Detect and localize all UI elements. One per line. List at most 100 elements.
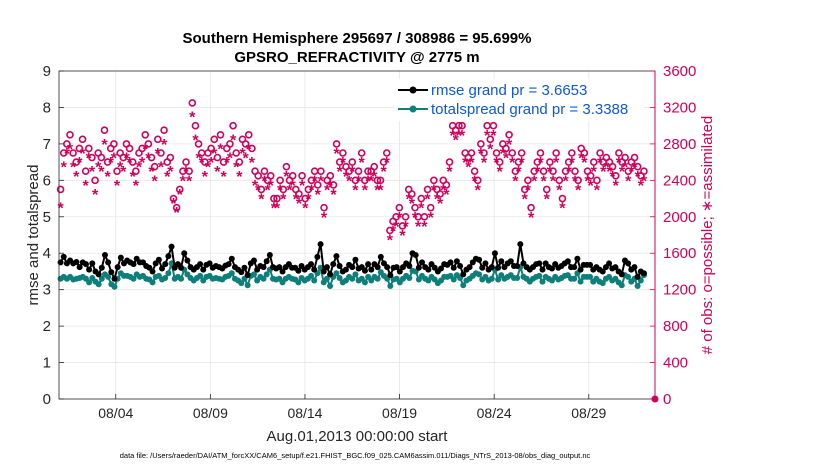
rmse-point bbox=[336, 262, 343, 269]
obs-possible-point bbox=[426, 203, 435, 212]
x-tick-label: 08/14 bbox=[287, 405, 322, 421]
obs-assimilated-point: * bbox=[594, 182, 601, 199]
obs-possible-point bbox=[502, 144, 510, 153]
obs-assimilated-point: * bbox=[525, 182, 532, 199]
rmse-point bbox=[311, 266, 318, 273]
obs-assimilated-point: * bbox=[274, 201, 281, 218]
obs-assimilated-point: * bbox=[177, 187, 184, 204]
obs-assimilated-point: * bbox=[346, 173, 353, 190]
obs-assimilated-point: * bbox=[531, 173, 538, 190]
obs-assimilated-point: * bbox=[428, 210, 435, 227]
obs-assimilated-point: * bbox=[575, 182, 582, 199]
obs-assimilated-point: * bbox=[145, 151, 152, 168]
obs-assimilated-point: * bbox=[374, 182, 381, 199]
obs-assimilated-point: * bbox=[597, 155, 604, 172]
obs-assimilated-point: * bbox=[446, 164, 453, 181]
obs-possible-point bbox=[621, 153, 629, 162]
obs-possible-point bbox=[157, 149, 165, 157]
rmse-point bbox=[308, 261, 315, 268]
obs-assimilated-point: * bbox=[603, 160, 610, 177]
obs-possible-point bbox=[72, 158, 81, 166]
obs-possible-point bbox=[232, 149, 241, 157]
obs-possible-point bbox=[207, 144, 215, 153]
obs-assimilated-point: * bbox=[490, 128, 497, 145]
rmse-point bbox=[108, 269, 115, 276]
totalspread-point bbox=[111, 283, 118, 290]
y-tick-label-left: 8 bbox=[43, 99, 51, 116]
obs-possible-point bbox=[166, 153, 175, 162]
rmse-point bbox=[514, 262, 521, 269]
obs-assimilated-point: * bbox=[528, 210, 535, 227]
obs-possible-point bbox=[442, 181, 451, 189]
obs-possible-point bbox=[339, 149, 347, 157]
rmse-point bbox=[149, 268, 156, 275]
obs-possible-point bbox=[97, 153, 106, 162]
obs-possible-point bbox=[564, 158, 573, 166]
rmse-point bbox=[330, 261, 337, 268]
obs-possible-point bbox=[549, 167, 557, 176]
obs-possible-point bbox=[379, 158, 388, 166]
rmse-point bbox=[574, 255, 581, 262]
rmse-point bbox=[327, 271, 334, 278]
obs-possible-point bbox=[103, 158, 112, 166]
y-tick-label-left: 5 bbox=[43, 209, 51, 226]
obs-possible-point bbox=[313, 181, 322, 189]
obs-assimilated-point: * bbox=[409, 196, 416, 213]
legend: rmse grand pr = 3.6653 totalspread grand… bbox=[394, 79, 644, 121]
obs-possible-point bbox=[524, 176, 532, 185]
obs-possible-point bbox=[100, 126, 109, 135]
rmse-point bbox=[266, 252, 273, 259]
rmse-point bbox=[263, 258, 270, 265]
totalspread-point bbox=[130, 275, 137, 282]
obs-assimilated-point: * bbox=[170, 196, 177, 213]
obs-assimilated-point: * bbox=[296, 196, 303, 213]
obs-possible-point bbox=[574, 176, 582, 185]
obs-assimilated-point: * bbox=[158, 160, 165, 177]
rmse-point bbox=[225, 261, 232, 268]
obs-assimilated-point: * bbox=[330, 187, 337, 204]
totalspread-point bbox=[263, 271, 270, 278]
obs-assimilated-point: * bbox=[377, 182, 384, 199]
obs-assimilated-point: * bbox=[221, 169, 228, 186]
obs-possible-point bbox=[317, 167, 325, 176]
rmse-point bbox=[238, 269, 245, 276]
obs-assimilated-point: * bbox=[305, 192, 312, 209]
obs-assimilated-point: * bbox=[79, 146, 86, 163]
obs-assimilated-point: * bbox=[534, 164, 541, 181]
rmse-point bbox=[460, 271, 467, 278]
obs-assimilated-point: * bbox=[101, 137, 108, 154]
obs-assimilated-point: * bbox=[638, 178, 645, 195]
obs-possible-point bbox=[125, 144, 134, 153]
obs-assimilated-point: * bbox=[202, 169, 209, 186]
obs-possible-point bbox=[586, 171, 595, 180]
obs-possible-point bbox=[295, 190, 303, 198]
obs-possible-point bbox=[172, 203, 181, 212]
obs-assimilated-point: * bbox=[92, 187, 99, 204]
obs-possible-point bbox=[411, 203, 419, 212]
obs-possible-point bbox=[376, 176, 385, 185]
rmse-point bbox=[76, 264, 83, 271]
rmse-point bbox=[406, 262, 413, 269]
rmse-point bbox=[114, 264, 121, 271]
obs-possible-point bbox=[611, 171, 620, 180]
totalspread-point bbox=[374, 275, 381, 282]
totalspread-point bbox=[295, 279, 302, 286]
rmse-point bbox=[634, 273, 641, 280]
totalspread-point bbox=[625, 273, 632, 280]
rmse-point bbox=[606, 260, 613, 267]
obs-possible-point bbox=[455, 121, 463, 130]
totalspread-point bbox=[244, 282, 251, 289]
obs-assimilated-point: * bbox=[258, 192, 265, 209]
obs-assimilated-point: * bbox=[368, 173, 375, 190]
obs-assimilated-point: * bbox=[233, 160, 240, 177]
obs-possible-point bbox=[357, 149, 366, 157]
plot-area bbox=[59, 71, 655, 399]
rmse-point bbox=[564, 258, 571, 265]
rmse-point bbox=[206, 260, 213, 267]
obs-assimilated-point: * bbox=[280, 192, 287, 209]
totalspread-point bbox=[149, 279, 156, 286]
obs-assimilated-point: * bbox=[512, 173, 519, 190]
legend-label-rmse: rmse grand pr = 3.6653 bbox=[431, 82, 587, 99]
totalspread-point bbox=[495, 276, 502, 283]
obs-possible-point bbox=[608, 162, 617, 171]
